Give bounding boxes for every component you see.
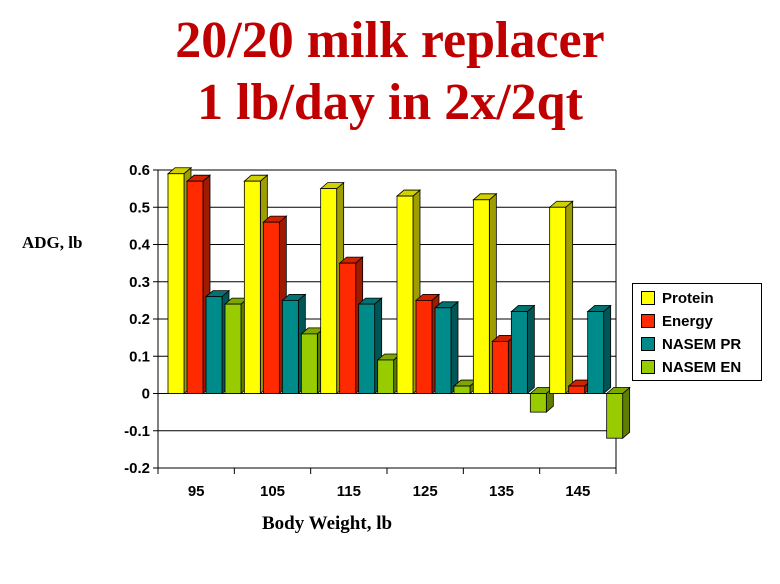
- bar: [587, 311, 605, 394]
- bar: [243, 180, 261, 394]
- bar-side: [450, 300, 459, 395]
- legend-swatch-nasem-en: [641, 360, 655, 374]
- bar: [415, 299, 433, 394]
- x-tick-label: 95: [188, 483, 205, 500]
- bar-side: [603, 304, 612, 395]
- y-tick-label: 0.3: [129, 274, 150, 291]
- x-tick-label: 135: [489, 483, 514, 500]
- legend-item-protein: Protein: [641, 289, 714, 307]
- x-tick-label: 115: [337, 483, 361, 500]
- bar: [434, 307, 452, 394]
- y-tick-label: 0: [142, 386, 150, 403]
- legend-item-energy: Energy: [641, 312, 713, 330]
- bar: [262, 221, 280, 394]
- chart-title-line-2: 1 lb/day in 2x/2qt: [197, 74, 583, 131]
- y-tick-label: -0.2: [124, 460, 150, 477]
- bar: [224, 303, 242, 394]
- x-tick-label: 125: [413, 483, 438, 500]
- y-tick-label: 0.5: [129, 199, 150, 216]
- bar: [549, 206, 567, 394]
- y-tick-label: 0.4: [129, 237, 151, 254]
- bar: [186, 180, 204, 394]
- bar: [472, 199, 490, 394]
- y-tick-label: 0.1: [129, 348, 150, 365]
- bar: [339, 262, 357, 394]
- legend-label-energy: Energy: [662, 312, 713, 330]
- legend-label-nasem-en: NASEM EN: [662, 358, 742, 376]
- bar: [320, 188, 338, 394]
- y-tick-label: 0.2: [129, 311, 150, 328]
- legend-item-nasem-en: NASEM EN: [641, 358, 741, 376]
- legend-item-nasem-pr: NASEM PR: [641, 335, 741, 353]
- legend-label-protein: Protein: [662, 289, 714, 307]
- legend-swatch-energy: [641, 314, 655, 328]
- y-tick-label: 0.6: [129, 162, 150, 179]
- chart-title-line-1: 20/20 milk replacer: [175, 12, 605, 69]
- bar: [453, 385, 471, 394]
- legend-swatch-protein: [641, 291, 655, 305]
- bar: [167, 173, 185, 394]
- bar: [510, 311, 528, 394]
- bar: [377, 359, 395, 394]
- bar: [281, 299, 299, 394]
- bar: [568, 385, 586, 394]
- bar: [300, 333, 318, 394]
- bar: [205, 296, 223, 394]
- bar-side: [622, 386, 631, 440]
- y-axis-label: ADG, lb: [22, 233, 83, 252]
- bar: [606, 393, 624, 439]
- bar-side: [565, 200, 574, 395]
- x-tick-label: 105: [260, 483, 285, 500]
- legend: Protein Energy NASEM PR NASEM EN: [632, 283, 762, 381]
- bar: [396, 195, 414, 394]
- bar: [491, 340, 509, 394]
- legend-label-nasem-pr: NASEM PR: [662, 335, 742, 353]
- x-tick-label: 145: [565, 483, 590, 500]
- bar: [358, 303, 376, 394]
- legend-swatch-nasem-pr: [641, 337, 655, 351]
- y-tick-label: -0.1: [124, 423, 150, 440]
- x-axis-label: Body Weight, lb: [262, 513, 393, 534]
- bar-side: [526, 304, 535, 395]
- bar: [529, 393, 547, 413]
